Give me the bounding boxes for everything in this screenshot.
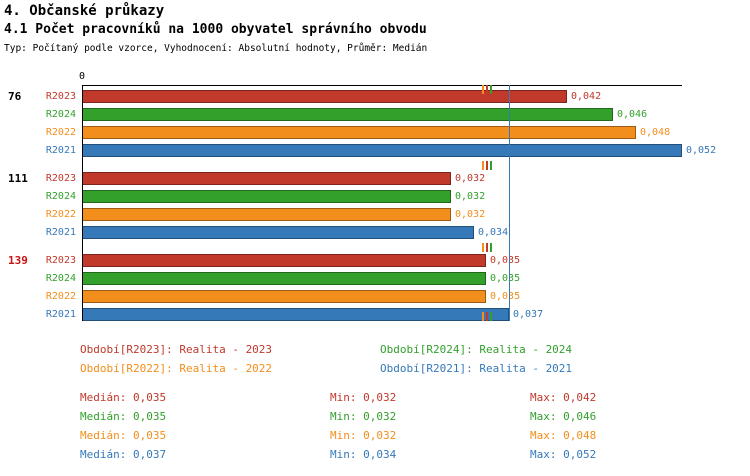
legend-item-r2022: Období[R2022]: Realita - 2022 <box>80 362 273 375</box>
bar-r2022 <box>82 126 636 139</box>
bar-r2023 <box>82 254 486 267</box>
bar-value-label: 0,046 <box>617 109 648 120</box>
bar-value-label: 0,034 <box>478 227 509 238</box>
median-tick-r2024 <box>490 161 492 170</box>
bar-value-label: 0,035 <box>490 255 521 266</box>
series-label: R2021 <box>45 227 76 238</box>
bar-r2021 <box>82 308 509 321</box>
legend-item-r2023: Období[R2023]: Realita - 2023 <box>80 343 273 356</box>
bar-r2024 <box>82 108 613 121</box>
series-label: R2021 <box>45 145 76 156</box>
legend-item-r2024: Období[R2024]: Realita - 2024 <box>380 343 573 356</box>
bar-r2021 <box>82 226 474 239</box>
series-label: R2024 <box>45 191 76 202</box>
stat-max-r2021: Max: 0,052 <box>530 448 597 461</box>
median-tick-r2022 <box>482 161 484 170</box>
bar-r2024 <box>82 272 486 285</box>
bar-r2022 <box>82 290 486 303</box>
stats-table: Medián: 0,035 Min: 0,032 Max: 0,042 Medi… <box>80 390 750 462</box>
bar-r2023 <box>82 172 451 185</box>
stat-min-r2024: Min: 0,032 <box>330 410 397 423</box>
chart-title: 4.1 Počet pracovníků na 1000 obyvatel sp… <box>4 22 427 37</box>
median-tick-r2022 <box>482 243 484 252</box>
stat-max-r2022: Max: 0,048 <box>530 429 597 442</box>
median-tick-r2024 <box>490 312 492 321</box>
series-label: R2023 <box>45 173 76 184</box>
bar-value-label: 0,052 <box>686 145 717 156</box>
chart-subtitle: Typ: Počítaný podle vzorce, Vyhodnocení:… <box>4 43 428 54</box>
series-label: R2024 <box>45 109 76 120</box>
bar-r2022 <box>82 208 451 221</box>
stat-min-r2021: Min: 0,034 <box>330 448 397 461</box>
series-label: R2023 <box>45 255 76 266</box>
section-title: 4. Občanské průkazy <box>4 3 165 19</box>
series-label: R2023 <box>45 91 76 102</box>
series-label: R2022 <box>45 291 76 302</box>
median-tick-r2024 <box>490 243 492 252</box>
median-tick-r2023 <box>486 243 488 252</box>
axis-top-line <box>82 85 682 86</box>
median-tick-r2022 <box>482 85 484 94</box>
series-label: R2021 <box>45 309 76 320</box>
group-label: 139 <box>8 254 28 267</box>
bar-value-label: 0,042 <box>571 91 602 102</box>
legend: Období[R2023]: Realita - 2023 Období[R20… <box>80 342 680 376</box>
median-tick-r2023 <box>486 85 488 94</box>
stat-min-r2023: Min: 0,032 <box>330 391 397 404</box>
stat-median-r2023: Medián: 0,035 <box>80 391 167 404</box>
group-label: 111 <box>8 172 28 185</box>
stat-median-r2021: Medián: 0,037 <box>80 448 167 461</box>
axis-zero-line <box>82 85 83 321</box>
stat-max-r2023: Max: 0,042 <box>530 391 597 404</box>
bar-value-label: 0,032 <box>455 191 486 202</box>
bar-value-label: 0,035 <box>490 273 521 284</box>
bar-value-label: 0,035 <box>490 291 521 302</box>
series-label: R2022 <box>45 209 76 220</box>
bar-r2021 <box>82 144 682 157</box>
bar-r2023 <box>82 90 567 103</box>
stat-median-r2022: Medián: 0,035 <box>80 429 167 442</box>
bar-value-label: 0,048 <box>640 127 671 138</box>
series-label: R2024 <box>45 273 76 284</box>
stat-max-r2024: Max: 0,046 <box>530 410 597 423</box>
bar-value-label: 0,032 <box>455 209 486 220</box>
stat-median-r2024: Medián: 0,035 <box>80 410 167 423</box>
median-tick-r2022 <box>482 312 484 321</box>
median-line-r2021 <box>509 85 510 321</box>
median-tick-r2023 <box>486 312 488 321</box>
median-tick-r2023 <box>486 161 488 170</box>
legend-item-r2021: Období[R2021]: Realita - 2021 <box>380 362 573 375</box>
bar-value-label: 0,037 <box>513 309 544 320</box>
stat-min-r2022: Min: 0,032 <box>330 429 397 442</box>
median-tick-r2024 <box>490 85 492 94</box>
bar-r2024 <box>82 190 451 203</box>
bar-value-label: 0,032 <box>455 173 486 184</box>
series-label: R2022 <box>45 127 76 138</box>
bar-chart: 76 R2023 0,042 R2024 0,046 R2022 0,048 R2021 0,0… <box>0 71 750 333</box>
group-label: 76 <box>8 90 22 103</box>
axis-zero-label: 0 <box>78 71 86 82</box>
